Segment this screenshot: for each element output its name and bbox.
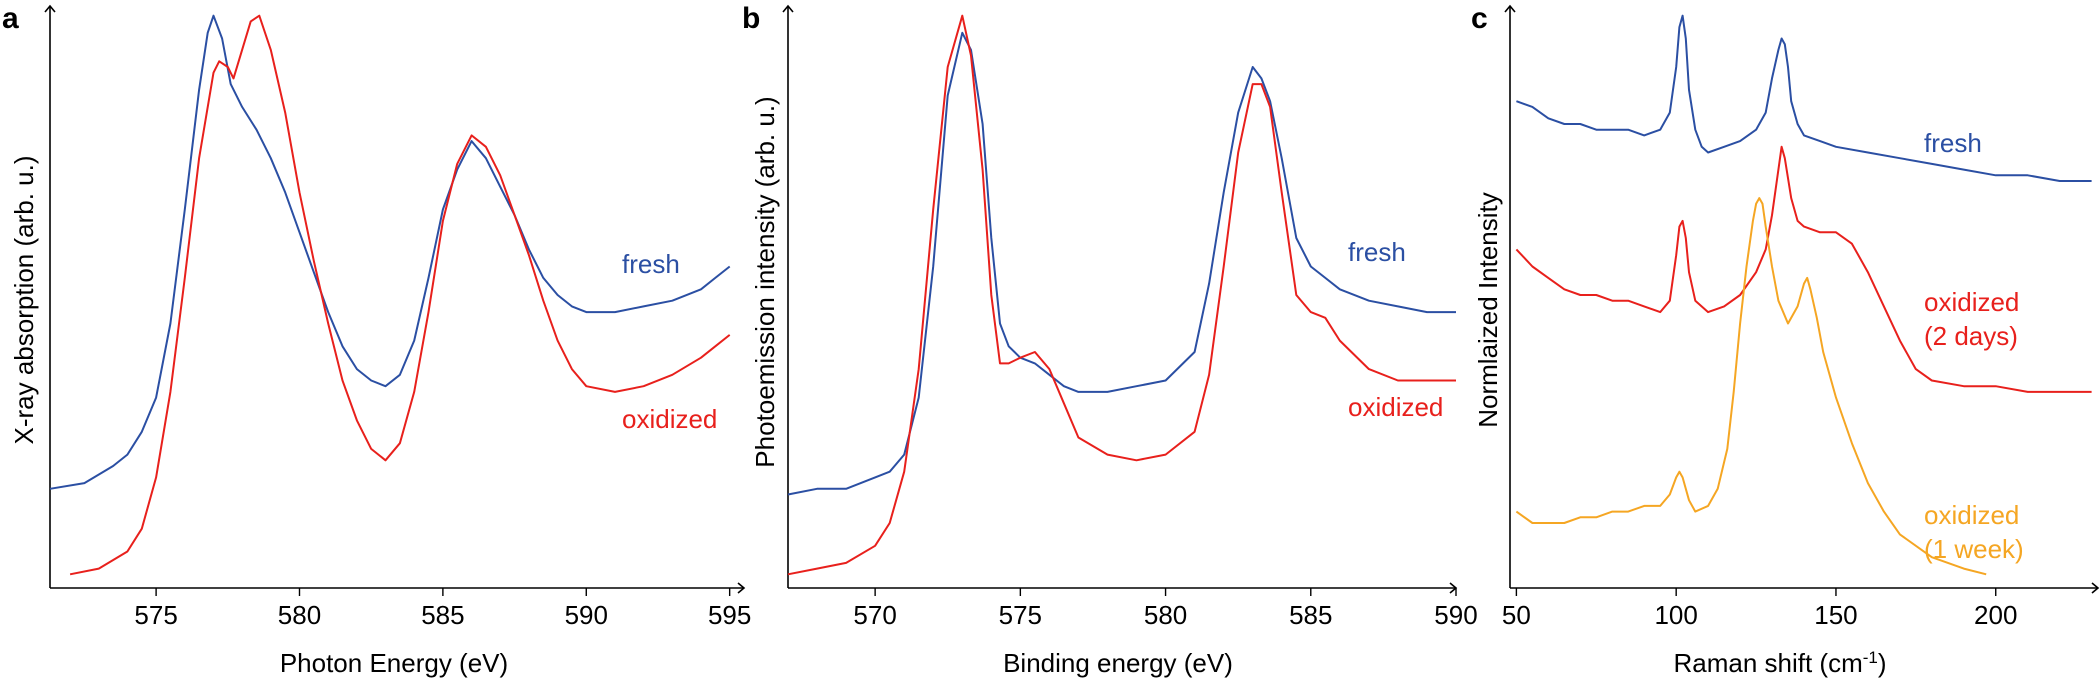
panel-c-xlabel: Raman shift (cm-1)	[1673, 648, 1886, 679]
panel-a-tick-label-580: 580	[278, 600, 321, 630]
panel-a-x-arrow	[737, 582, 746, 594]
panel-b-ylabel: Photoemission intensity (arb. u.)	[750, 96, 780, 467]
panel-b-series	[787, 14, 1456, 576]
panel-a-ylabel: X-ray absorption (arb. u.)	[9, 155, 39, 444]
panel-a-tick-label-585: 585	[421, 600, 464, 630]
panel-b-label-oxidized: oxidized	[1348, 392, 1443, 422]
panel-c-tick-label-200: 200	[1974, 600, 2017, 630]
panel-c-label-oxidized-1week-line2: (1 week)	[1924, 534, 2024, 564]
panel-c-label-fresh: fresh	[1924, 128, 1982, 158]
panel-c-tick-label-50: 50	[1502, 600, 1531, 630]
panel-b-tick-label-590: 590	[1434, 600, 1477, 630]
panel-c-line-oxidized-1-week	[1515, 197, 1987, 576]
panel-b-y-arrow	[782, 4, 794, 13]
panel-c-label-oxidized-1week-line1: oxidized	[1924, 500, 2019, 530]
panel-a-ticks: 575 580 585 590 595	[134, 588, 751, 630]
panel-c-xlabel-main: Raman shift (cm	[1673, 648, 1862, 678]
panel-b-tick-label-575: 575	[999, 600, 1042, 630]
panel-c-tick-label-150: 150	[1814, 600, 1857, 630]
panel-c-letter: c	[1471, 2, 1488, 35]
panel-c-x-arrow	[2091, 582, 2100, 594]
panel-a-y-arrow	[44, 4, 56, 13]
panel-b-line-oxidized	[787, 14, 1456, 576]
panel-c: c 50 100 150 200 Raman shift (cm-1) Normlai…	[1471, 2, 2100, 679]
panel-c-xlabel-superscript: -1	[1863, 648, 1878, 667]
panel-a-letter: a	[2, 2, 19, 35]
panel-c-tick-label-100: 100	[1654, 600, 1697, 630]
panel-b: b 570 575 580 585 590 Binding energy (eV) Ph…	[742, 2, 1478, 678]
panel-b-ticks: 570 575 580 585 590	[853, 588, 1478, 630]
panel-b-xlabel: Binding energy (eV)	[1003, 648, 1233, 678]
panel-b-label-fresh: fresh	[1348, 237, 1406, 267]
panel-c-label-oxidized-2days-line1: oxidized	[1924, 287, 2019, 317]
panel-a-xlabel: Photon Energy (eV)	[280, 648, 508, 678]
panel-a-label-fresh: fresh	[622, 249, 680, 279]
panel-a-line-fresh	[49, 14, 731, 490]
panel-b-line-fresh	[787, 31, 1456, 496]
panel-b-tick-label-570: 570	[853, 600, 896, 630]
panel-c-xlabel-suffix: )	[1878, 648, 1887, 678]
panel-c-ticks: 50 100 150 200	[1502, 588, 2017, 630]
panel-a-series	[49, 14, 731, 576]
panel-b-tick-label-580: 580	[1144, 600, 1187, 630]
panel-c-ylabel: Normlaized Intensity	[1473, 192, 1503, 428]
panel-a-tick-label-575: 575	[134, 600, 177, 630]
panel-b-tick-label-585: 585	[1289, 600, 1332, 630]
panel-a-line-oxidized	[69, 14, 731, 576]
panel-c-y-arrow	[1504, 4, 1516, 13]
panel-a-label-oxidized: oxidized	[622, 404, 717, 434]
panel-c-series	[1515, 14, 2092, 576]
panel-c-line-oxidized-2-days	[1515, 145, 2092, 393]
panel-a-tick-label-595: 595	[708, 600, 751, 630]
panel-c-line-fresh	[1516, 14, 2092, 182]
panel-b-letter: b	[742, 2, 760, 35]
panel-a-tick-label-590: 590	[565, 600, 608, 630]
panel-a: a 575 580 585 590 595 Photon Energy (eV) X-r…	[2, 2, 751, 678]
panel-c-label-oxidized-2days-line2: (2 days)	[1924, 321, 2018, 351]
